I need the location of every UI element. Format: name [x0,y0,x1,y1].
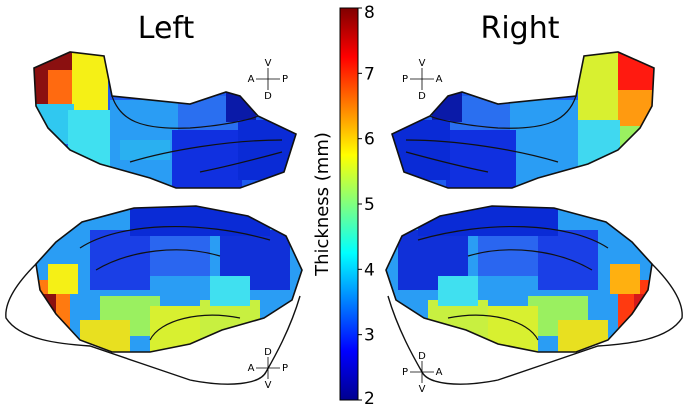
orient-down: V [265,380,272,391]
right-title: Right [481,11,560,46]
colorbar-tick-label: 2 [364,389,375,408]
colorbar-tick-label: 3 [364,326,375,346]
colorbar-gradient [339,7,359,401]
orient-left: A [248,363,255,374]
orientation-cross-right-bottom: D V P A [402,351,443,395]
colorbar-tick-label: 6 [364,130,375,150]
orientation-cross-left-bottom: D V A P [248,347,288,391]
orient-right: A [436,74,443,85]
left-title: Left [138,11,195,46]
colorbar-tick-label: 4 [364,260,375,280]
orientation-cross-left-top: V D A P [248,58,288,102]
colorbar-tick-label: 5 [364,195,375,215]
right-bottom-hemisphere [385,205,683,385]
orient-right: A [436,367,443,378]
colorbar-tick-label: 7 [364,64,375,84]
orient-right: P [282,363,288,374]
orient-left: P [402,74,408,85]
colorbar-label: Thickness (mm) [312,132,333,277]
orient-right: P [282,74,288,85]
colorbar-ticks: 8 7 6 5 4 3 2 [358,3,375,408]
orient-down: D [418,91,426,102]
orient-up: D [264,347,272,358]
orient-up: D [418,351,426,362]
colorbar-tick-label: 8 [364,3,375,23]
orient-down: V [419,384,426,395]
orient-up: V [265,58,272,69]
orient-left: A [248,74,255,85]
orient-left: P [402,367,408,378]
orient-down: D [264,91,272,102]
orientation-cross-right-top: V D P A [402,58,443,102]
orient-up: V [419,58,426,69]
colorbar: 8 7 6 5 4 3 2 Thickness (mm) [312,3,375,408]
left-bottom-hemisphere [5,205,303,385]
